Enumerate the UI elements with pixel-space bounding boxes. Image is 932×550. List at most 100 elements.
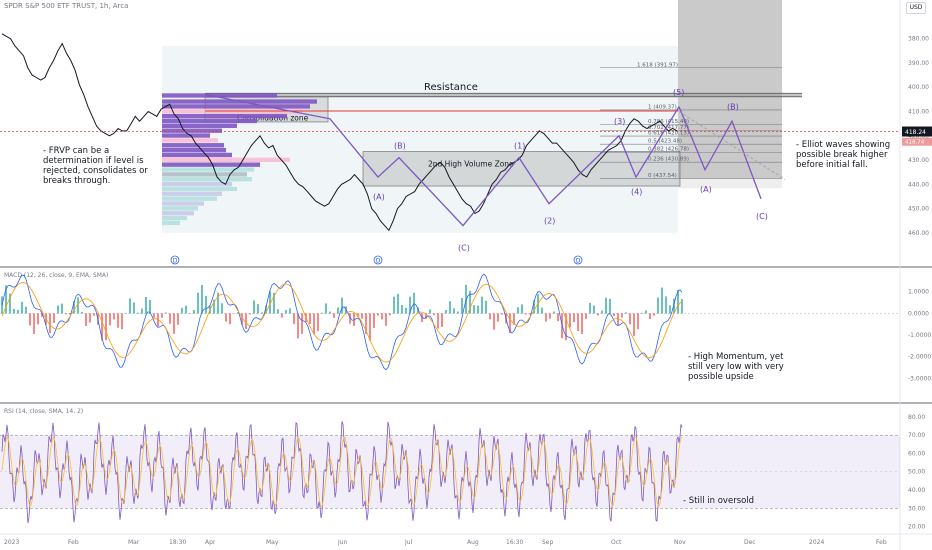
macd-histogram-bar (597, 313, 599, 316)
macd-histogram-bar (49, 313, 51, 334)
macd-histogram-bar (497, 313, 499, 322)
macd-histogram-bar (521, 304, 523, 314)
rsi-title: RSI (14, close, SMA, 14, 2) (4, 408, 84, 415)
macd-histogram-bar (525, 313, 527, 315)
volume-profile-bar (162, 147, 226, 153)
elliott-wave-label: (5) (673, 88, 684, 97)
volume-profile-bar (162, 133, 210, 138)
macd-histogram-bar (221, 303, 223, 314)
macd-histogram-bar (61, 303, 63, 314)
macd-histogram-bar (1, 296, 3, 314)
price-tick-label: 380.00 (908, 36, 929, 43)
macd-histogram-bar (657, 297, 659, 314)
macd-histogram-bar (601, 310, 603, 314)
rsi-tick-label: 70.00 (908, 432, 925, 439)
macd-histogram-bar (129, 298, 131, 314)
price-line (1, 33, 678, 232)
macd-histogram-bar (585, 313, 587, 319)
macd-histogram-bar (533, 300, 535, 314)
rsi-tick-label: 30.00 (908, 505, 925, 512)
time-tick-label: Dec (744, 539, 756, 546)
macd-histogram-bar (473, 305, 475, 314)
macd-histogram-bar (593, 305, 595, 314)
price-tick-label: 390.00 (908, 60, 929, 67)
macd-histogram-bar (609, 298, 611, 314)
macd-histogram-bar (93, 313, 95, 316)
elliott-wave-label: (A) (700, 185, 712, 194)
macd-histogram-bar (461, 298, 463, 314)
macd-histogram-bar (253, 300, 255, 314)
macd-histogram-bar (313, 313, 315, 335)
macd-histogram-bar (445, 309, 447, 314)
volume-profile-bar (162, 201, 204, 206)
time-tick-label: 16:30 (506, 539, 523, 546)
macd-histogram-bar (505, 313, 507, 324)
price-tick-label: 400.00 (908, 84, 929, 91)
macd-histogram-bar (557, 313, 559, 322)
macd-histogram-bar (141, 308, 143, 314)
macd-histogram-bar (605, 297, 607, 314)
macd-tick-label: 0.0000 (908, 310, 929, 317)
macd-histogram-bar (201, 284, 203, 314)
macd-histogram-bar (89, 313, 91, 323)
elliott-wave-line (204, 93, 680, 227)
macd-histogram-bar (189, 313, 191, 315)
dividend-marker-label: D (576, 257, 581, 264)
macd-histogram-bar (109, 313, 111, 326)
fib-level-label: 0.382 (426.78) (648, 147, 689, 153)
macd-histogram-bar (437, 313, 439, 329)
time-tick-label: Apr (205, 539, 216, 546)
macd-histogram-bar (413, 292, 415, 314)
time-tick-label: Jul (404, 539, 413, 546)
macd-histogram-bar (513, 313, 515, 325)
rsi-tick-label: 20.00 (908, 524, 925, 531)
macd-histogram-bar (185, 305, 187, 314)
fib-level-label: 0.236 (430.89) (648, 157, 689, 163)
macd-histogram-bar (137, 312, 139, 314)
last-price-badge (902, 126, 932, 137)
resistance-band (205, 93, 802, 98)
macd-histogram-bar (157, 313, 159, 327)
macd-histogram-bar (565, 313, 567, 341)
macd-histogram-bar (569, 313, 571, 328)
macd-histogram-bar (161, 313, 163, 318)
macd-histogram-bar (485, 300, 487, 314)
time-tick-label: 2023 (4, 539, 19, 546)
macd-histogram-bar (249, 313, 251, 315)
currency-badge[interactable]: USD (906, 2, 926, 14)
macd-histogram-bar (5, 285, 7, 314)
macd-tick-label: -1.0000 (908, 332, 931, 339)
projection-zone-lower (678, 178, 782, 189)
macd-histogram-bar (73, 301, 75, 314)
macd-histogram-bar (625, 312, 627, 314)
volume-profile-bar (162, 196, 217, 201)
elliott-wave-label: (3) (614, 117, 625, 126)
macd-histogram-bar (349, 313, 351, 324)
macd-histogram-bar (641, 312, 643, 314)
macd-histogram-bar (241, 313, 243, 325)
macd-histogram-bar (37, 313, 39, 325)
consolidation-zone-label: Consolidation zone (237, 114, 309, 123)
macd-histogram-bar (237, 312, 239, 314)
macd-histogram-bar (209, 305, 211, 314)
macd-histogram-bar (581, 313, 583, 335)
resistance-label: Resistance (424, 82, 478, 93)
macd-histogram-bar (405, 307, 407, 314)
macd-histogram-bar (165, 312, 167, 314)
volume-profile-bar (162, 177, 252, 182)
consolidation-zone (204, 96, 329, 123)
volume-profile-bar (162, 220, 180, 226)
macd-histogram-bar (101, 313, 103, 341)
macd-histogram-bar (517, 307, 519, 314)
macd-histogram-bar (285, 310, 287, 314)
elliott-projection-line (678, 106, 762, 200)
macd-histogram-bar (449, 301, 451, 314)
volume-profile-bar (162, 143, 224, 148)
rsi-tick-label: 60.00 (908, 450, 925, 457)
macd-histogram-bar (453, 308, 455, 314)
price-tick-label: 420.00 (908, 133, 929, 140)
volume-profile-bar (162, 138, 218, 143)
macd-histogram-bar (573, 313, 575, 323)
note-frvp: - FRVP can be a determination if level i… (43, 146, 148, 186)
